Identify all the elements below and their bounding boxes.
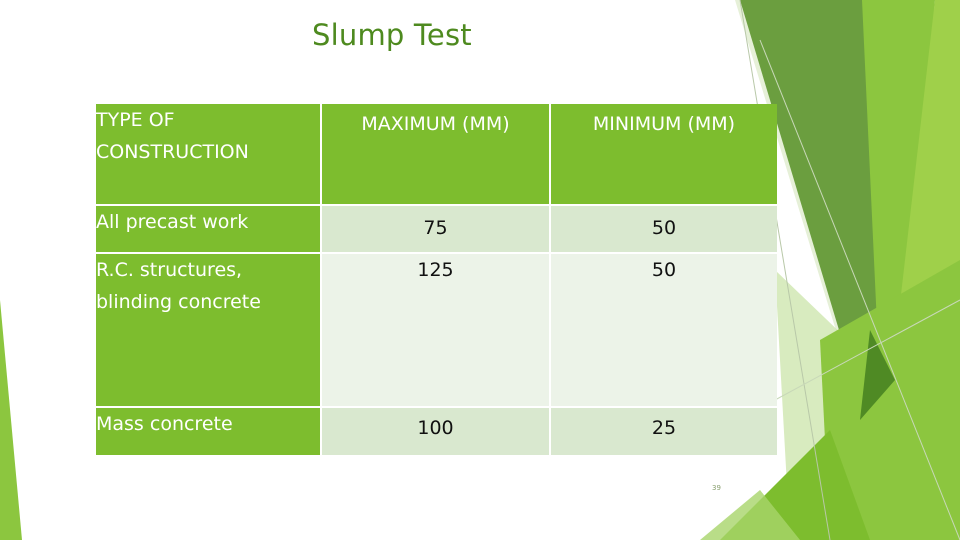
table-row: Mass concrete 100 25 bbox=[96, 406, 777, 455]
guide-line-2 bbox=[759, 39, 960, 540]
slump-table: TYPE OF CONSTRUCTION MAXIMUM (MM) MINIMU… bbox=[96, 104, 777, 455]
row-type: Mass concrete bbox=[96, 406, 321, 455]
table-row: R.C. structures, blinding concrete 125 5… bbox=[96, 252, 777, 407]
left-edge-accent bbox=[0, 300, 22, 540]
header-minimum: MINIMUM (MM) bbox=[549, 104, 777, 205]
row-max: 100 bbox=[320, 406, 550, 455]
bottom-facet-pale bbox=[700, 490, 800, 540]
row-type: All precast work bbox=[96, 204, 321, 253]
lower-right-facet bbox=[820, 260, 960, 540]
row-type: R.C. structures, blinding concrete bbox=[96, 252, 321, 407]
row-min: 50 bbox=[549, 204, 777, 253]
right-facet-mid bbox=[862, 0, 935, 400]
row-max: 75 bbox=[320, 204, 550, 253]
guide-line-3 bbox=[774, 299, 960, 401]
table-header-row: TYPE OF CONSTRUCTION MAXIMUM (MM) MINIMU… bbox=[96, 104, 777, 205]
lower-right-shadow bbox=[860, 330, 895, 420]
header-maximum: MAXIMUM (MM) bbox=[320, 104, 550, 205]
guide-line-1 bbox=[739, 0, 831, 540]
right-facet-dark bbox=[740, 0, 895, 400]
row-min: 50 bbox=[549, 252, 777, 407]
header-type: TYPE OF CONSTRUCTION bbox=[96, 104, 321, 205]
slide-title: Slump Test bbox=[312, 18, 472, 52]
row-max: 125 bbox=[320, 252, 550, 407]
table-row: All precast work 75 50 bbox=[96, 204, 777, 253]
page-number: 39 bbox=[712, 484, 721, 492]
row-min: 25 bbox=[549, 406, 777, 455]
